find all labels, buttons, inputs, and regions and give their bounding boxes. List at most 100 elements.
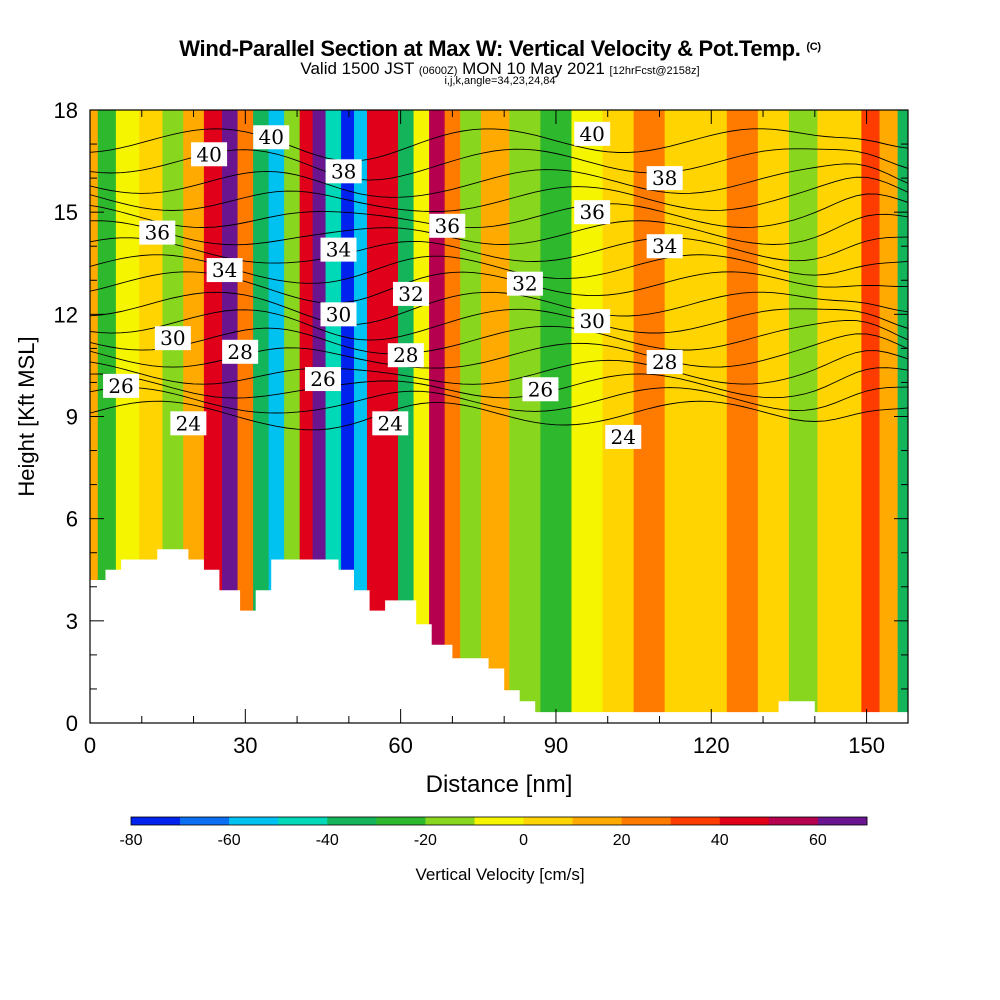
contour-label: 36 (139, 220, 176, 245)
contour-label-box (522, 377, 559, 402)
velocity-band (354, 110, 368, 723)
contour-label-text: 40 (579, 122, 604, 146)
colorbar-swatch (376, 817, 426, 825)
colorbar: -80 -60 -40 -20 0 20 40 60 Vertical Velocity [cm… (119, 816, 868, 884)
title-text: Wind-Parallel Section at Max W: Vertical… (179, 36, 801, 61)
y-tick-label: 0 (66, 711, 78, 736)
contour-labels: 40 40 38 36 40 38 36 34 36 34 34 32 32 30 30 30 28 28 28 26… (103, 122, 683, 449)
contour-label-box (191, 142, 228, 167)
contour-label: 34 (320, 237, 357, 262)
contour-label: 40 (191, 142, 228, 167)
contour-label: 30 (574, 309, 611, 334)
colorbar-swatch (229, 817, 279, 825)
colorbar-tick-label: -60 (218, 832, 241, 849)
valid-utc: (0600Z) (418, 65, 458, 77)
contour-line (90, 163, 908, 198)
contour-line (90, 319, 908, 355)
contour-label-box (574, 200, 611, 225)
contour-label-text: 36 (579, 200, 604, 224)
contour-label-text: 30 (579, 309, 604, 333)
y-axis-label: Height [Kft MSL] (14, 336, 39, 496)
x-tick-label: 30 (233, 733, 257, 758)
colorbar-frame (130, 816, 868, 826)
colorbar-swatch (131, 817, 181, 825)
x-tick-label: 0 (84, 733, 96, 758)
contour-label-box (574, 121, 611, 146)
colorbar-label: Vertical Velocity [cm/s] (415, 865, 584, 884)
contour-label-box (429, 213, 466, 238)
contour-label: 36 (429, 213, 466, 238)
contour-label-text: 38 (331, 159, 356, 183)
copyright-mark: (C) (806, 41, 821, 53)
contour-label-box (372, 411, 409, 436)
contour-label-box (325, 159, 362, 184)
velocity-band (861, 110, 881, 723)
contour-label-text: 24 (378, 411, 403, 435)
colorbar-swatch (523, 817, 574, 825)
contour-label: 28 (222, 339, 259, 364)
colorbar-tick-label: -80 (119, 832, 142, 849)
colorbar-swatch (327, 817, 377, 825)
contour-label: 26 (103, 373, 140, 398)
contour-label: 32 (392, 281, 429, 306)
velocity-band (413, 110, 430, 723)
velocity-band (633, 110, 666, 723)
colorbar-swatch (474, 817, 525, 825)
contour-label: 38 (325, 159, 362, 184)
velocity-band (540, 110, 573, 723)
velocity-band (429, 110, 446, 723)
forecast-info: [12hrFcst@2158z] (609, 65, 700, 77)
y-tick-label: 18 (54, 98, 78, 123)
contour-label: 24 (605, 424, 642, 449)
contour-label-text: 26 (528, 377, 553, 401)
contour-label-box (206, 258, 243, 283)
colorbar-swatch (425, 817, 475, 825)
contour-label: 34 (646, 234, 683, 259)
contour-line (90, 176, 908, 212)
terrain-mask (90, 549, 908, 723)
contour-line (90, 400, 908, 431)
contour-label-text: 24 (176, 411, 201, 435)
x-axis-label: Distance [nm] (426, 771, 573, 798)
y-tick-label: 12 (54, 302, 78, 327)
colorbar-swatch (670, 817, 721, 825)
contour-label: 40 (574, 121, 611, 146)
velocity-band (444, 110, 461, 723)
contour-label: 30 (154, 326, 191, 351)
colorbar-tick-label: -40 (316, 832, 339, 849)
x-tick-label: 60 (388, 733, 412, 758)
contour-label-text: 34 (326, 238, 351, 262)
contour-line (90, 236, 908, 264)
valid-time: Valid 1500 JST (300, 59, 415, 78)
contour-label-text: 36 (435, 214, 460, 238)
axis-ticks (89, 109, 908, 724)
colorbar-swatch (817, 817, 868, 825)
colorbar-swatch (621, 817, 672, 825)
contour-label: 26 (522, 377, 559, 402)
velocity-band (460, 110, 482, 723)
contour-line (90, 367, 908, 399)
y-tick-label: 15 (54, 200, 78, 225)
contour-label: 34 (206, 258, 243, 283)
contour-label-text: 30 (326, 302, 351, 326)
contour-label: 24 (170, 411, 207, 436)
contour-line (90, 386, 908, 414)
contour-line (90, 193, 908, 229)
x-tick-label: 120 (693, 733, 730, 758)
contour-line (90, 350, 908, 385)
colorbar-swatch (719, 817, 770, 825)
y-tick-label: 3 (66, 609, 78, 634)
velocity-band (664, 110, 697, 723)
contour-label-box (506, 271, 543, 296)
contour-label: 28 (387, 343, 424, 368)
contour-label-box (646, 234, 683, 259)
contour-label-text: 28 (227, 340, 252, 364)
chart-title: Wind-Parallel Section at Max W: Vertical… (0, 36, 1000, 62)
contour-label-text: 40 (196, 142, 221, 166)
contour-label: 36 (574, 200, 611, 225)
contour-label-box (154, 326, 191, 351)
valid-time-line: Valid 1500 JST (0600Z) MON 10 May 2021 [… (0, 59, 1000, 79)
contour-label: 28 (646, 350, 683, 375)
velocity-band (726, 110, 759, 723)
